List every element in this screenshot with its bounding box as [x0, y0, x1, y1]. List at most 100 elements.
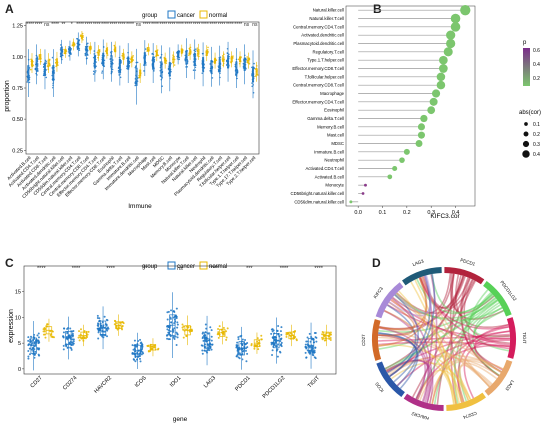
normal-point: [207, 46, 209, 49]
panel-a-legend-cancer: cancer: [177, 13, 195, 19]
cancer-point: [308, 332, 311, 335]
cancer-point: [174, 335, 177, 338]
normal-point: [324, 339, 327, 342]
chord-ribbon: [394, 293, 491, 388]
lollipop-point: [439, 55, 448, 65]
cancer-point: [92, 70, 95, 73]
cancer-point: [201, 349, 204, 352]
cancer-point: [92, 73, 95, 75]
cancer-point: [167, 338, 170, 341]
lollipop-point: [403, 148, 410, 155]
cancer-point: [143, 70, 145, 72]
panel-b-xlabel: KIFC3.cor: [430, 213, 460, 220]
cancer-point: [304, 343, 307, 346]
x-tick-label: 0.3: [427, 210, 435, 216]
cancer-point: [135, 345, 138, 348]
cancer-point: [136, 61, 139, 64]
cancer-point: [98, 317, 101, 320]
significance-label: ****: [51, 22, 59, 28]
cancer-point: [235, 355, 238, 358]
chord-ribbon: [450, 275, 462, 405]
normal-point: [42, 333, 45, 336]
cancer-point: [176, 323, 179, 326]
chord-ribbon: [457, 362, 498, 403]
normal-point: [121, 324, 124, 327]
cancer-point: [68, 342, 71, 345]
p-colorbar: [523, 48, 530, 86]
cancer-point: [66, 331, 69, 334]
significance-label: ns: [252, 22, 258, 28]
cancer-point: [208, 349, 211, 352]
chord-ribbon: [460, 277, 500, 377]
chord-ribbon: [473, 304, 510, 352]
normal-point: [285, 335, 288, 338]
normal-point: [46, 323, 49, 326]
cancer-point: [237, 356, 240, 359]
panel-b-legend-p-title: p: [523, 40, 527, 46]
plot-frame: [25, 21, 260, 155]
chord-ribbon: [457, 324, 509, 403]
chord-gene-label: HAVCR2: [410, 411, 429, 421]
normal-point: [44, 327, 47, 330]
chord-gene-label: CD27: [361, 334, 366, 346]
cancer-point: [236, 341, 239, 344]
significance-label: ****: [151, 22, 159, 28]
normal-point: [225, 336, 228, 339]
y-tick-label: Natural.killer.cell: [313, 8, 344, 13]
normal-point: [232, 55, 234, 57]
cancer-point: [175, 315, 178, 318]
chord-gene-label: LAG3: [412, 258, 425, 267]
significance-label: ****: [126, 22, 134, 28]
y-tick-label: Eosinophil: [324, 108, 344, 113]
chord-ribbon: [394, 294, 498, 319]
significance-label: *: [71, 22, 73, 28]
normal-point: [253, 347, 256, 350]
normal-point: [182, 325, 185, 328]
chord-ribbon: [454, 274, 509, 329]
normal-point: [324, 333, 327, 336]
y-tick-label: Natural.killer.T.cell: [309, 16, 344, 21]
y-tick-label: Monocyte: [325, 183, 344, 188]
cancer-point: [205, 327, 208, 330]
chord-ribbon: [378, 277, 428, 347]
cancer-point: [251, 82, 253, 84]
normal-point: [173, 64, 176, 66]
panel-letter-d: D: [372, 256, 381, 270]
p-tick-label: 0.6: [533, 48, 540, 54]
cancer-point: [311, 353, 314, 356]
cancer-point: [103, 315, 106, 318]
cancer-point: [201, 352, 204, 355]
chord-ribbon: [388, 354, 504, 376]
chord-ribbon: [412, 279, 474, 398]
significance-label: ****: [72, 266, 81, 272]
significance-label: **: [143, 266, 148, 272]
cancer-point: [279, 330, 282, 333]
normal-point: [77, 336, 80, 339]
normal-point: [196, 55, 199, 57]
x-tick-label: 0.4: [452, 210, 460, 216]
chord-ribbon: [379, 275, 465, 330]
chord-ribbon: [386, 304, 417, 374]
cancer-point: [33, 354, 36, 357]
normal-point: [157, 347, 160, 350]
chord-ribbon: [385, 359, 456, 405]
cancer-point: [315, 340, 318, 343]
normal-point: [153, 344, 156, 347]
lollipop-point: [436, 80, 446, 90]
panel-c-legend-title: group: [142, 264, 158, 270]
chord-ribbon: [421, 276, 490, 388]
significance-label: ****: [209, 22, 217, 28]
cancer-point: [27, 357, 30, 360]
chord-ribbon: [419, 277, 510, 330]
cancer-point: [210, 348, 213, 351]
lollipop-point: [431, 89, 441, 98]
cancer-point: [279, 338, 282, 341]
size-legend-label: 0.2: [533, 132, 540, 138]
cancer-point: [172, 316, 175, 319]
panel-c-boxplot: group cancer normal expression gene 0 5 10…: [8, 261, 337, 423]
cancer-point: [314, 346, 317, 349]
normal-point: [260, 338, 263, 341]
cancer-point: [175, 343, 178, 346]
cancer-point: [308, 346, 311, 349]
cancer-point: [195, 48, 197, 50]
